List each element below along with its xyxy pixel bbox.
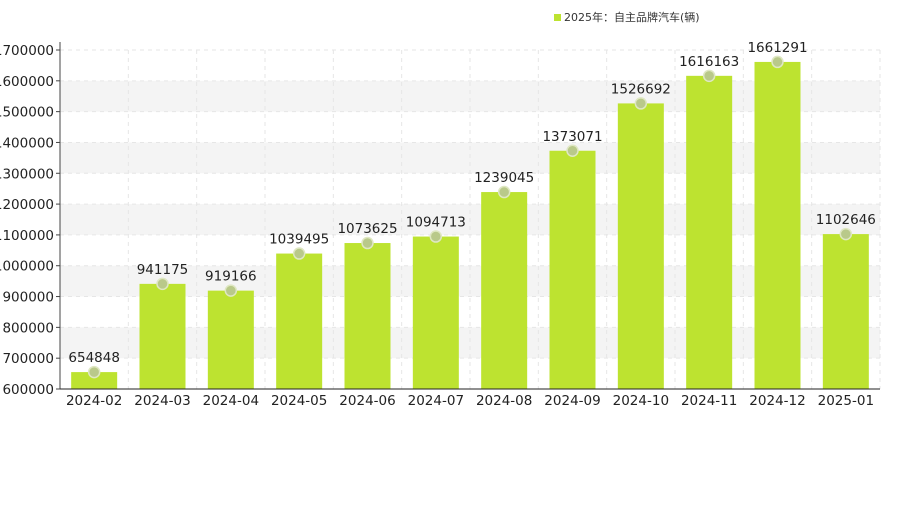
data-label: 1102646	[816, 212, 876, 228]
bar[interactable]	[822, 234, 869, 389]
y-tick-label: 800000	[2, 320, 54, 336]
x-tick-label: 2024-07	[408, 393, 464, 409]
point-marker[interactable]	[634, 97, 648, 110]
point-marker[interactable]	[702, 69, 716, 83]
x-tick-label: 2024-09	[544, 393, 600, 409]
y-tick-label: 600000	[2, 382, 54, 398]
bar[interactable]	[549, 150, 596, 389]
data-label: 1373071	[542, 129, 602, 145]
data-labels: 654848 941175 919166 1039495 1073625 1094713 1…	[68, 40, 876, 366]
data-label: 1039495	[269, 232, 329, 248]
point-marker[interactable]	[429, 230, 443, 243]
bar[interactable]	[481, 192, 528, 389]
point-marker[interactable]	[224, 284, 238, 297]
point-marker[interactable]	[497, 185, 511, 199]
bar[interactable]	[344, 243, 391, 389]
bar[interactable]	[412, 236, 459, 389]
y-tick-label: 1500000	[0, 105, 54, 121]
data-label: 941175	[137, 262, 189, 278]
data-label: 1239045	[474, 170, 534, 186]
y-tick-label: 1400000	[0, 135, 54, 151]
x-tick-label: 2024-06	[339, 393, 395, 409]
point-markers	[87, 55, 853, 379]
point-marker[interactable]	[361, 236, 374, 250]
data-label: 1526692	[611, 81, 671, 97]
y-tick-label: 1200000	[0, 197, 54, 213]
axes	[59, 42, 880, 390]
x-tick-label: 2024-11	[681, 393, 737, 409]
data-label: 1661291	[747, 40, 807, 56]
x-tick-label: 2024-05	[271, 393, 327, 409]
legend[interactable]: 2025年：自主品牌汽车(辆)	[554, 10, 700, 24]
bar[interactable]	[276, 253, 323, 389]
point-marker[interactable]	[839, 227, 853, 241]
x-tick-label: 2024-08	[476, 393, 532, 409]
data-label: 1094713	[406, 215, 466, 231]
y-tick-label: 1100000	[0, 228, 54, 244]
point-marker[interactable]	[292, 247, 306, 260]
data-label: 919166	[205, 269, 257, 285]
bar[interactable]	[139, 283, 186, 389]
bar[interactable]	[686, 75, 733, 389]
bar-series	[71, 61, 869, 390]
data-label: 654848	[68, 350, 120, 366]
y-tick-label: 1600000	[0, 74, 54, 90]
x-tick-label: 2024-03	[134, 393, 190, 409]
bar[interactable]	[71, 372, 118, 389]
y-tick-label: 700000	[2, 351, 54, 367]
y-tick-label: 900000	[2, 290, 54, 306]
legend-label: 2025年：自主品牌汽车(辆)	[564, 10, 700, 24]
data-label: 1073625	[337, 221, 397, 237]
y-tick-label: 1300000	[0, 166, 54, 182]
bar[interactable]	[617, 103, 664, 390]
point-marker[interactable]	[566, 144, 579, 158]
x-tick-label: 2024-04	[203, 393, 259, 409]
x-tick-label: 2024-02	[66, 393, 122, 409]
data-label: 1616163	[679, 54, 739, 70]
grid-lines	[59, 49, 881, 390]
bar[interactable]	[207, 290, 254, 389]
bar[interactable]	[754, 61, 801, 389]
x-tick-label: 2024-10	[613, 393, 669, 409]
point-marker[interactable]	[156, 277, 169, 291]
point-marker[interactable]	[771, 55, 784, 69]
x-tick-label: 2024-12	[749, 393, 805, 409]
x-axis-ticks: 2024-02 2024-03 2024-04 2024-05 2024-06 2024-…	[66, 393, 874, 409]
legend-swatch	[554, 14, 561, 21]
y-tick-label: 1000000	[0, 259, 54, 275]
y-tick-label: 1700000	[0, 43, 54, 59]
y-axis-ticks: 600000 700000 800000 900000 1000000 1100000 12…	[0, 43, 60, 398]
point-marker[interactable]	[87, 365, 101, 379]
x-tick-label: 2025-01	[818, 393, 874, 409]
